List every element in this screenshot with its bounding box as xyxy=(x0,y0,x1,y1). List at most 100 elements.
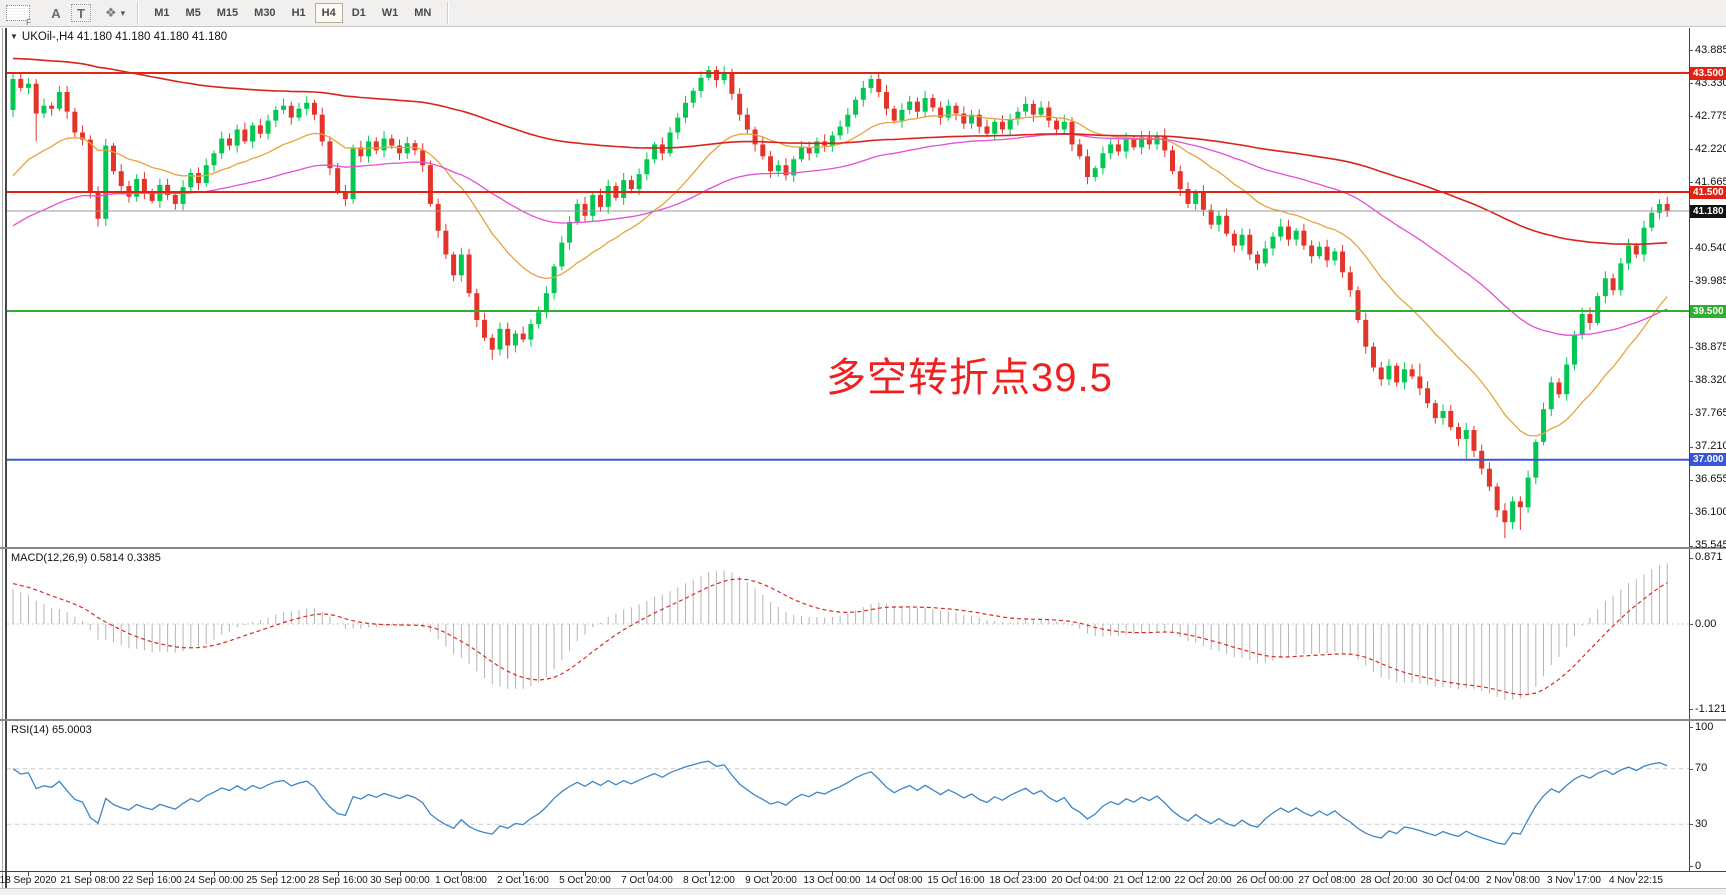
price-axis-label: 42.775 xyxy=(1695,110,1726,122)
time-axis-tick xyxy=(214,872,215,876)
collapse-triangle-icon[interactable]: ▼ xyxy=(10,32,18,41)
timeframe-button-m30[interactable]: M30 xyxy=(247,3,282,23)
price-axis-label: 37.765 xyxy=(1695,407,1726,419)
time-axis-tick xyxy=(400,872,401,876)
time-axis-tick xyxy=(709,872,710,876)
time-axis-label: 1 Oct 08:00 xyxy=(435,875,487,886)
chart-title-text: UKOil-,H4 41.180 41.180 41.180 41.180 xyxy=(21,31,228,43)
macd-axis-label: 0.871 xyxy=(1695,551,1723,563)
time-axis-tick xyxy=(28,872,29,876)
price-axis-label: 40.540 xyxy=(1695,242,1726,254)
time-axis-label: 28 Sep 16:00 xyxy=(308,875,368,886)
time-axis-tick xyxy=(1080,872,1081,876)
time-axis-label: 25 Sep 12:00 xyxy=(246,875,306,886)
rsi-axis-tick xyxy=(1689,866,1693,867)
rsi-axis-label: 30 xyxy=(1695,818,1708,830)
time-axis-label: 20 Oct 04:00 xyxy=(1051,875,1109,886)
macd-canvas[interactable] xyxy=(7,549,1689,719)
price-axis-tick xyxy=(1689,513,1693,514)
chart-left-border xyxy=(5,28,7,888)
time-axis-tick xyxy=(1636,872,1637,876)
timeframe-button-h1[interactable]: H1 xyxy=(285,3,313,23)
time-axis-tick xyxy=(338,872,339,876)
price-axis-label: 37.210 xyxy=(1695,440,1726,452)
time-axis-label: 22 Oct 20:00 xyxy=(1174,875,1232,886)
timeframe-button-m5[interactable]: M5 xyxy=(178,3,207,23)
time-axis-label: 7 Oct 04:00 xyxy=(621,875,673,886)
rsi-axis-label: 70 xyxy=(1695,762,1708,774)
time-axis-label: 30 Oct 04:00 xyxy=(1422,875,1480,886)
current-price-badge: 41.180 xyxy=(1690,205,1726,218)
grip-f-label: F xyxy=(26,18,31,27)
rsi-axis-tick xyxy=(1689,727,1693,728)
timeframe-button-m15[interactable]: M15 xyxy=(210,3,245,23)
time-axis-tick xyxy=(1018,872,1019,876)
time-axis-label: 8 Oct 12:00 xyxy=(683,875,735,886)
price-axis-tick xyxy=(1689,414,1693,415)
time-axis-tick xyxy=(1142,872,1143,876)
time-axis-tick xyxy=(90,872,91,876)
price-axis-tick xyxy=(1689,50,1693,51)
time-axis-tick xyxy=(1203,872,1204,876)
panel-separator[interactable] xyxy=(0,719,1726,721)
price-axis-tick xyxy=(1689,83,1693,84)
time-axis-tick xyxy=(1327,872,1328,876)
price-axis-tick xyxy=(1689,182,1693,183)
level-badge-37.000: 37.000 xyxy=(1690,453,1726,466)
rsi-label: RSI(14) 65.0003 xyxy=(11,724,92,736)
time-axis-label: 15 Oct 16:00 xyxy=(927,875,985,886)
time-axis-label: 9 Oct 20:00 xyxy=(745,875,797,886)
price-axis-label: 36.655 xyxy=(1695,473,1726,485)
time-axis-label: 18 Oct 23:00 xyxy=(989,875,1047,886)
time-axis-label: 3 Nov 17:00 xyxy=(1547,875,1601,886)
price-axis-label: 43.330 xyxy=(1695,77,1726,89)
text-label-tool-button[interactable]: A xyxy=(43,3,69,23)
macd-axis-tick xyxy=(1689,624,1693,625)
price-axis-label: 38.320 xyxy=(1695,374,1726,386)
time-axis-tick xyxy=(276,872,277,876)
price-axis-tick xyxy=(1689,447,1693,448)
price-axis-border xyxy=(1689,28,1690,871)
price-chart-canvas[interactable] xyxy=(7,29,1689,547)
time-axis-tick xyxy=(1389,872,1390,876)
time-axis-tick xyxy=(1265,872,1266,876)
time-axis-tick xyxy=(771,872,772,876)
time-axis-label: 5 Oct 20:00 xyxy=(559,875,611,886)
time-axis-tick xyxy=(1451,872,1452,876)
rsi-canvas[interactable] xyxy=(7,721,1689,871)
rsi-axis-label: 100 xyxy=(1695,721,1714,733)
time-axis-border xyxy=(0,871,1726,872)
time-axis-label: 22 Sep 16:00 xyxy=(122,875,182,886)
price-axis-tick xyxy=(1689,546,1693,547)
price-axis-tick xyxy=(1689,281,1693,282)
time-axis-label: 4 Nov 22:15 xyxy=(1609,875,1663,886)
price-axis-label: 35.545 xyxy=(1695,539,1726,551)
time-axis-label: 2 Oct 16:00 xyxy=(497,875,549,886)
time-axis-label: 24 Sep 00:00 xyxy=(184,875,244,886)
timeframe-button-d1[interactable]: D1 xyxy=(345,3,373,23)
time-axis-label: 21 Oct 12:00 xyxy=(1113,875,1171,886)
time-axis-tick xyxy=(523,872,524,876)
price-axis-label: 43.885 xyxy=(1695,44,1726,56)
arrows-icon: ❖ xyxy=(105,5,117,20)
timeframe-button-mn[interactable]: MN xyxy=(407,3,438,23)
time-axis-label: 2 Nov 08:00 xyxy=(1486,875,1540,886)
status-strip xyxy=(0,888,1726,895)
arrows-tool-button[interactable]: ❖ ▾ xyxy=(105,5,125,21)
level-badge-41.500: 41.500 xyxy=(1690,186,1726,199)
time-axis-tick xyxy=(1574,872,1575,876)
chart-title: ▼ UKOil-,H4 41.180 41.180 41.180 41.180 xyxy=(10,31,227,43)
time-axis-tick xyxy=(647,872,648,876)
toolbar: F A T ❖ ▾ M1 M5 M15 M30 H1 H4 D1 W1 MN xyxy=(0,0,1726,27)
timeframe-button-h4[interactable]: H4 xyxy=(314,3,343,23)
panel-separator[interactable] xyxy=(0,547,1726,549)
timeframe-button-m1[interactable]: M1 xyxy=(147,3,176,23)
text-box-tool-button[interactable]: T xyxy=(71,4,91,22)
time-axis-tick xyxy=(1513,872,1514,876)
time-axis-label: 13 Oct 00:00 xyxy=(803,875,861,886)
toolbar-grip-icon[interactable]: F xyxy=(6,5,31,27)
time-axis-label: 14 Oct 08:00 xyxy=(865,875,923,886)
price-axis-tick xyxy=(1689,248,1693,249)
price-axis-label: 39.985 xyxy=(1695,275,1726,287)
timeframe-button-w1[interactable]: W1 xyxy=(375,3,406,23)
